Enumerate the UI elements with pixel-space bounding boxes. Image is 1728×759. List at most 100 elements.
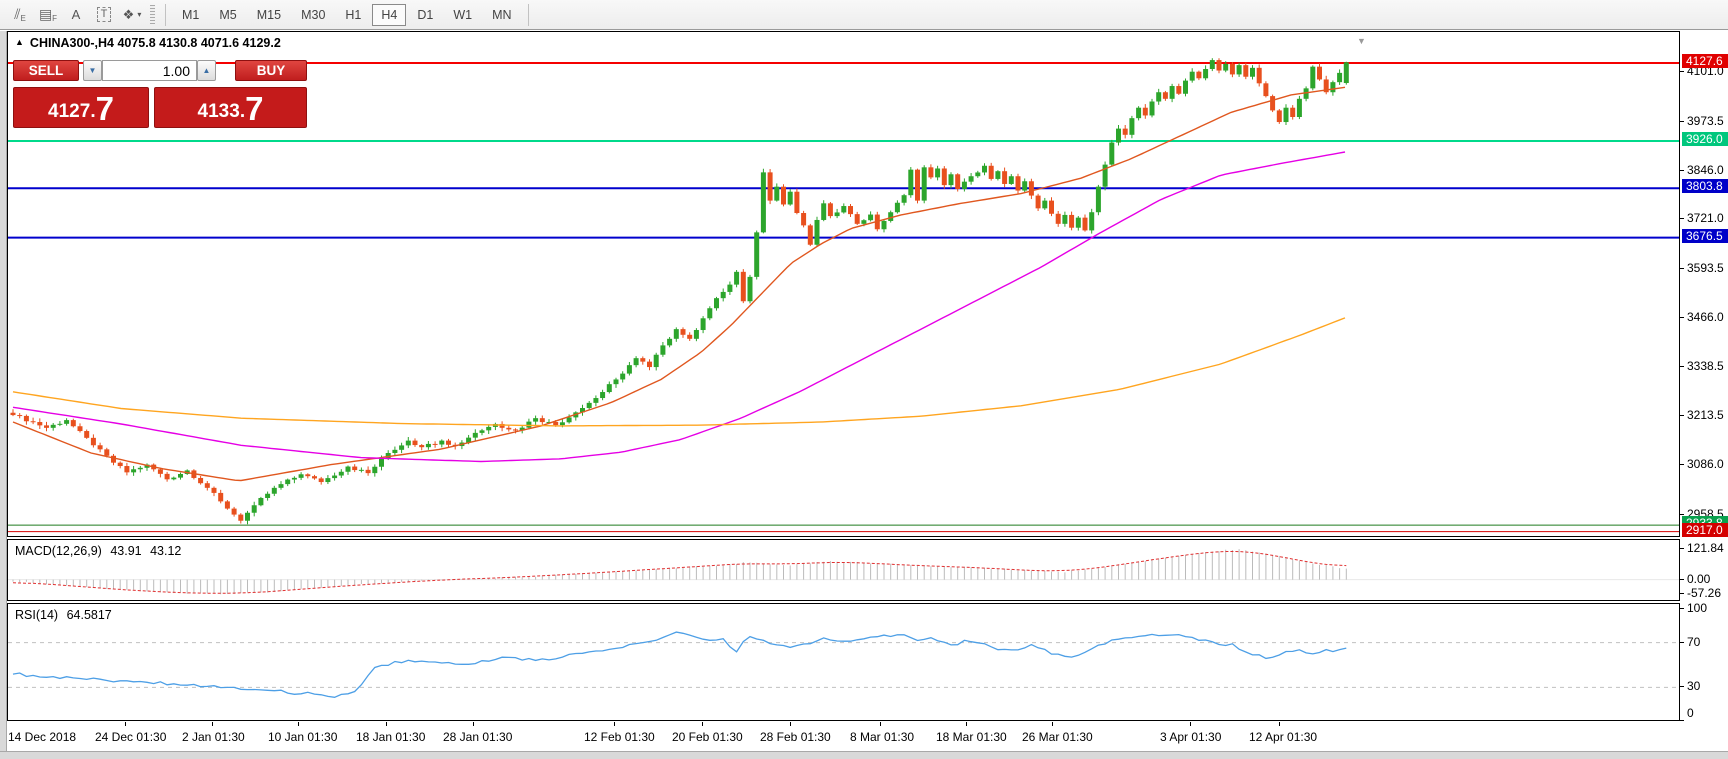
date-label: 3 Apr 01:30 (1160, 730, 1222, 744)
macd-label: MACD(12,26,9) 43.91 43.12 (15, 544, 182, 558)
price-tick (1680, 218, 1684, 220)
date-tick (1279, 722, 1280, 726)
macd-panel[interactable]: MACD(12,26,9) 43.91 43.12 (7, 539, 1680, 601)
volume-increase-button[interactable]: ▲ (197, 60, 216, 81)
price-axis[interactable]: 4101.0 3973.5 3846.0 3721.0 3593.5 3466.0 3338… (1680, 31, 1728, 537)
symbol-ohlc-text: CHINA300-,H4 4075.8 4130.8 4071.6 4129.2 (29, 36, 281, 50)
date-tick (212, 722, 213, 726)
macd-axis[interactable]: 121.84 0.00 -57.26 (1680, 539, 1728, 601)
date-label: 12 Feb 01:30 (584, 730, 655, 744)
timeframe-button-d1[interactable]: D1 (417, 7, 434, 22)
date-tick (386, 722, 387, 726)
price-tick (1680, 414, 1684, 416)
price-tick (1680, 464, 1684, 466)
toolbar: ⫽ E ▤ F A T ❖ ▾ M1 M5 M15 M30 H1 H4 D1 W1 MN (0, 0, 1728, 30)
macd-chart[interactable] (8, 540, 1679, 600)
buy-button[interactable]: BUY (235, 60, 307, 81)
price-tick-label: 3213.5 (1687, 407, 1724, 422)
date-tick (966, 722, 967, 726)
date-tick (614, 722, 615, 726)
price-tick (1680, 513, 1684, 515)
price-tick (1680, 71, 1684, 73)
macd-signal-value: 43.12 (150, 544, 182, 558)
price-level-badge: 3926.0 (1682, 132, 1728, 146)
chart-shift-icon[interactable]: ▼ (1357, 36, 1366, 46)
rsi-tick (1680, 686, 1684, 688)
timeframe-button-m5[interactable]: M5 (219, 7, 237, 22)
date-tick (790, 722, 791, 726)
price-tick-label: 3086.0 (1687, 457, 1724, 472)
rsi-tick (1680, 641, 1684, 643)
rsi-tick-label: 0 (1687, 706, 1694, 720)
macd-tick-label: 121.84 (1687, 540, 1724, 555)
timeframe-button-h1[interactable]: H1 (345, 7, 362, 22)
rsi-tick (1680, 720, 1684, 721)
macd-tick (1680, 593, 1684, 595)
price-tick (1680, 169, 1684, 171)
date-label: 28 Feb 01:30 (760, 730, 831, 744)
price-tick (1680, 120, 1684, 122)
timeframe-button-m30[interactable]: M30 (301, 7, 326, 22)
candlestick-chart[interactable] (8, 33, 1679, 537)
date-tick (298, 722, 299, 726)
macd-value: 43.91 (110, 544, 142, 558)
date-label: 12 Apr 01:30 (1249, 730, 1318, 744)
toolbar-separator (165, 3, 166, 26)
volume-decrease-button[interactable]: ▼ (83, 60, 102, 81)
date-tick (473, 722, 474, 726)
price-level-badge: 4127.6 (1682, 53, 1728, 68)
date-tick (1190, 722, 1191, 726)
toolbar-separator (527, 3, 529, 26)
chart-title: ▲ CHINA300-,H4 4075.8 4130.8 4071.6 4129… (15, 36, 281, 50)
equidistant-channel-tool-icon[interactable]: ⫽ E (14, 6, 26, 23)
rsi-tick-label: 70 (1687, 634, 1701, 649)
date-label: 18 Mar 01:30 (936, 730, 1007, 744)
price-tick-label: 3466.0 (1687, 310, 1724, 325)
macd-tick (1680, 578, 1684, 580)
price-tick-label: 3846.0 (1687, 162, 1724, 177)
price-tick-label: 3593.5 (1687, 260, 1724, 275)
sell-price-display[interactable]: 4127. 7 (13, 87, 149, 128)
candles-layer (10, 58, 1349, 525)
price-tick (1680, 366, 1684, 368)
timeframe-button-m1[interactable]: M1 (182, 7, 200, 22)
date-label: 20 Feb 01:30 (672, 730, 743, 744)
rsi-axis[interactable]: 100 70 30 0 (1680, 601, 1728, 721)
rsi-panel[interactable]: RSI(14) 64.5817 (7, 603, 1680, 721)
price-tick (1680, 317, 1684, 319)
date-tick (880, 722, 881, 726)
text-label-tool-icon[interactable]: A (71, 7, 81, 22)
dropdown-caret-icon: ▾ (137, 10, 142, 19)
timeframe-button-m15[interactable]: M15 (256, 7, 282, 22)
date-label: 18 Jan 01:30 (356, 730, 426, 744)
date-label: 24 Dec 01:30 (95, 730, 167, 744)
fibonacci-tool-icon[interactable]: ▤ F (38, 6, 58, 23)
rsi-tick-label: 30 (1687, 679, 1701, 694)
date-label: 8 Mar 01:30 (850, 730, 915, 744)
price-level-badge: 2917.0 (1682, 522, 1728, 537)
window-frame-left (0, 31, 7, 751)
mid-ma-line (12, 151, 1346, 463)
date-label: 2 Jan 01:30 (182, 730, 245, 744)
timeframe-button-h4[interactable]: H4 (372, 3, 407, 26)
rsi-line (12, 631, 1347, 698)
one-click-toggle-icon[interactable]: ▲ (15, 37, 24, 47)
rsi-chart[interactable] (8, 604, 1679, 720)
price-tick (1680, 267, 1684, 269)
date-label: 14 Dec 2018 (8, 730, 77, 744)
date-axis[interactable]: 14 Dec 2018 24 Dec 01:30 2 Jan 01:30 10 Jan… (7, 722, 1680, 751)
volume-input[interactable]: 1.00 (102, 60, 197, 81)
rsi-value: 64.5817 (66, 608, 112, 622)
main-chart-panel[interactable]: ▲ CHINA300-,H4 4075.8 4130.8 4071.6 4129… (7, 31, 1680, 537)
toolbar-grip[interactable] (150, 4, 155, 25)
rsi-tick-label: 100 (1687, 601, 1708, 615)
macd-tick-label: 0.00 (1687, 571, 1711, 586)
timeframe-button-mn[interactable]: MN (492, 7, 512, 22)
slow-ma-line (12, 317, 1346, 427)
buy-price-display[interactable]: 4133. 7 (154, 87, 307, 128)
timeframe-button-w1[interactable]: W1 (453, 7, 473, 22)
sell-button[interactable]: SELL (13, 60, 79, 81)
arrows-tool-icon[interactable]: ❖ ▾ (122, 6, 142, 22)
date-label: 10 Jan 01:30 (268, 730, 338, 744)
text-box-tool-icon[interactable]: T (91, 3, 117, 27)
